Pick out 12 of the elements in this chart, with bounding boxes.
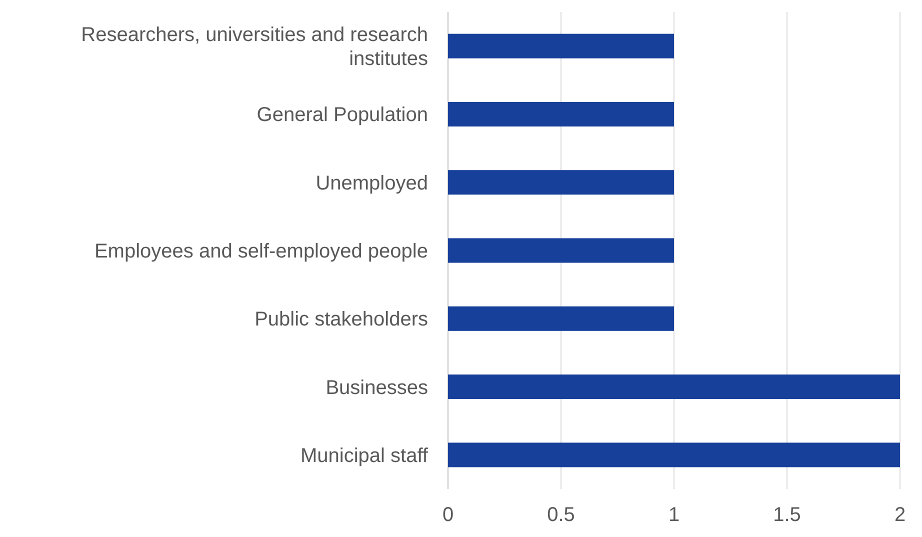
x-tick-label: 0: [442, 504, 454, 526]
y-tick-label: General Population: [256, 104, 428, 126]
y-tick-label: Municipal staff: [300, 444, 428, 467]
x-tick-label: 1.5: [773, 504, 801, 526]
x-tick-label: 2: [894, 504, 906, 526]
x-tick-label: 1: [668, 504, 680, 526]
y-tick-label: Researchers, universities and research institutes: [81, 24, 428, 70]
y-tick-label: Businesses: [326, 376, 428, 399]
x-tick-label: 0.5: [547, 504, 575, 526]
y-tick-label: Unemployed: [316, 172, 428, 194]
y-tick-label: Public stakeholders: [254, 308, 428, 331]
y-tick-label: Employees and self-employed people: [94, 240, 428, 262]
